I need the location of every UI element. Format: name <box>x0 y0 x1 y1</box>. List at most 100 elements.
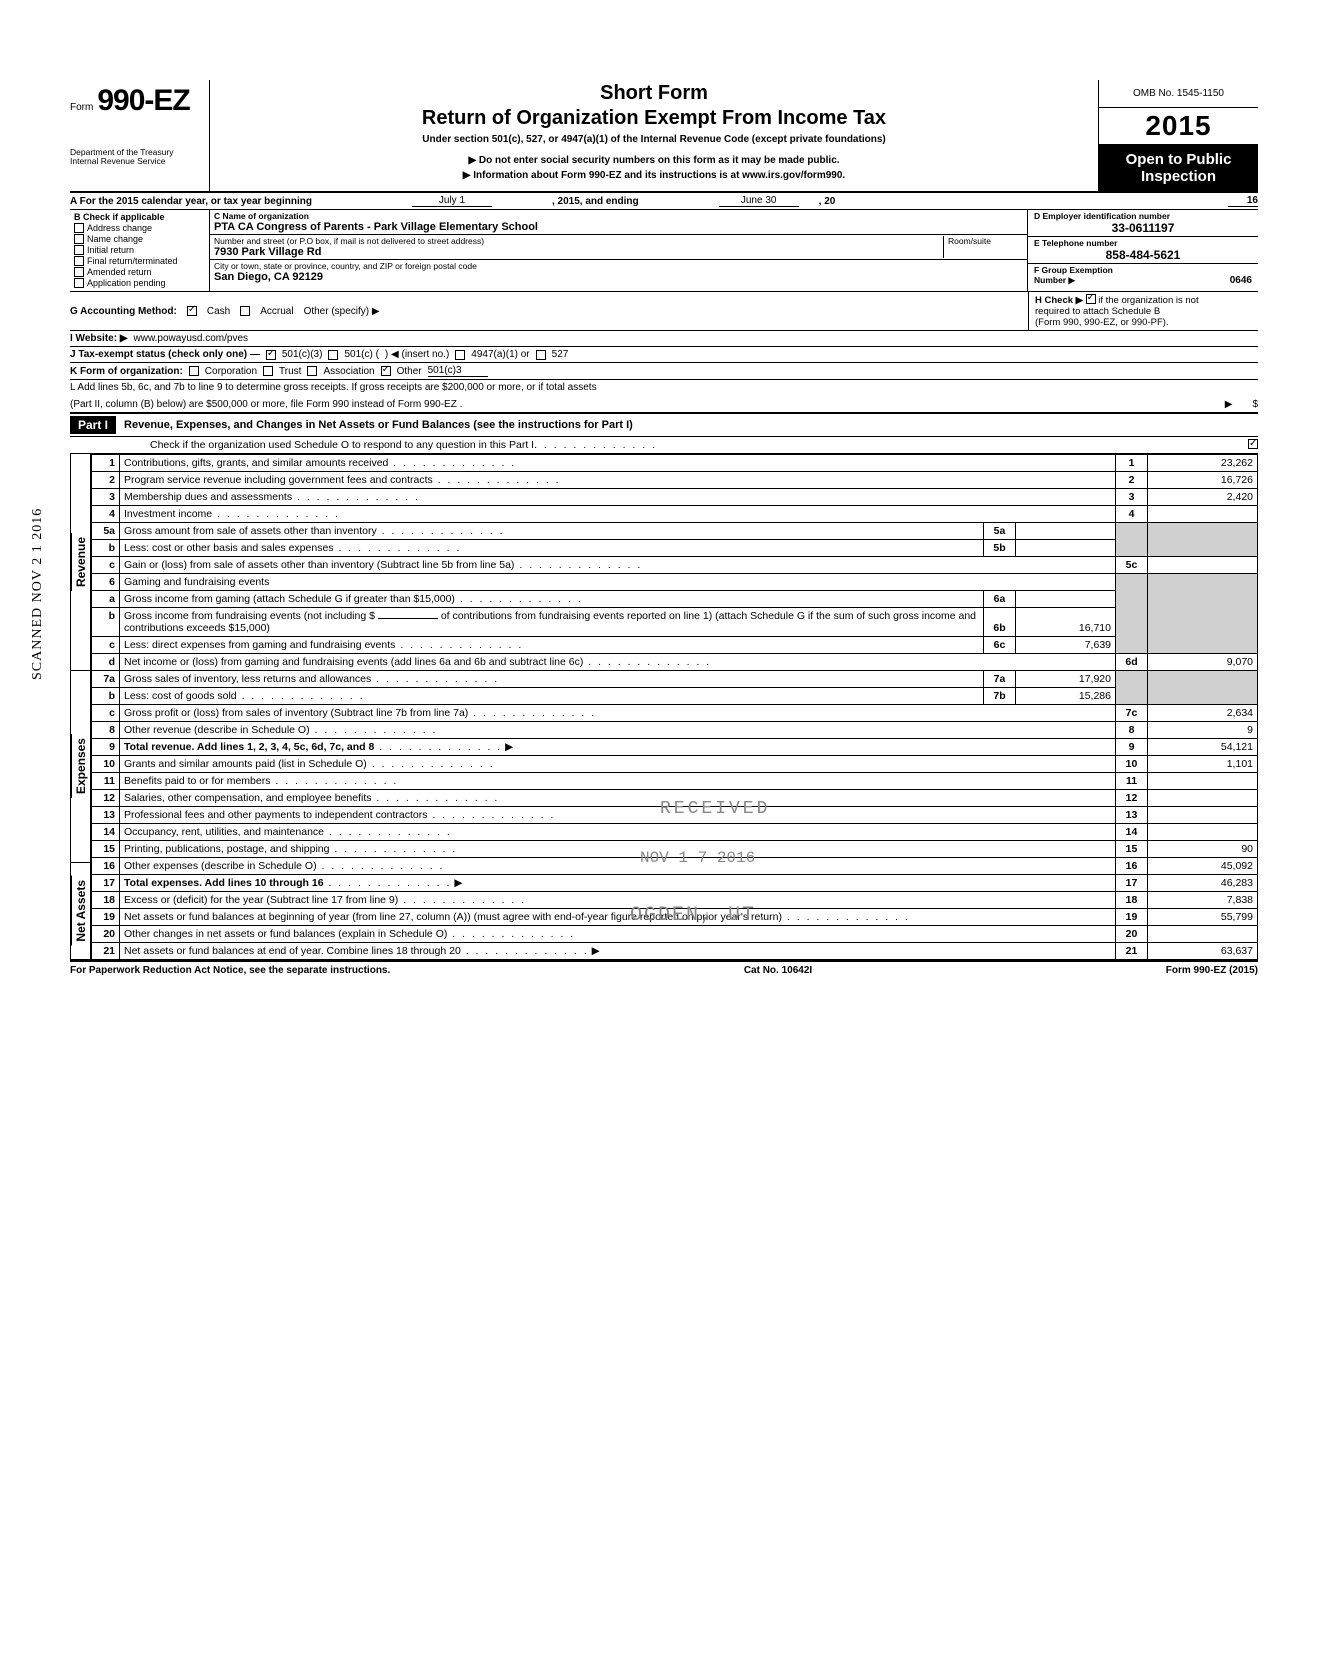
l15-desc: Printing, publications, postage, and shi… <box>124 843 329 855</box>
org-address: 7930 Park Village Rd <box>214 246 943 258</box>
lbl-app-pending: Application pending <box>87 278 166 288</box>
line-h-3: required to attach Schedule B <box>1035 306 1160 317</box>
table-row: 8Other revenue (describe in Schedule O)8… <box>92 722 1258 739</box>
table-row: 3Membership dues and assessments32,420 <box>92 489 1258 506</box>
l6c-desc: Less: direct expenses from gaming and fu… <box>124 639 395 651</box>
lbl-trust: Trust <box>279 366 301 377</box>
l9-amt: 54,121 <box>1148 739 1258 756</box>
l2-desc: Program service revenue including govern… <box>124 474 433 486</box>
line-h-1: H Check ▶ <box>1035 295 1083 306</box>
chk-501c[interactable] <box>328 350 338 360</box>
chk-4947[interactable] <box>455 350 465 360</box>
chk-initial-return[interactable] <box>74 245 84 255</box>
chk-501c3[interactable] <box>266 350 276 360</box>
note-info: ▶ Information about Form 990-EZ and its … <box>218 170 1090 181</box>
l1-desc: Contributions, gifts, grants, and simila… <box>124 457 388 469</box>
note-ssn: ▶ Do not enter social security numbers o… <box>218 155 1090 166</box>
chk-527[interactable] <box>536 350 546 360</box>
line-i-label: I Website: ▶ <box>70 333 128 344</box>
chk-schedule-b[interactable] <box>1086 294 1096 304</box>
chk-final-return[interactable] <box>74 256 84 266</box>
lbl-other-org: Other <box>397 366 422 377</box>
l7c-desc: Gross profit or (loss) from sales of inv… <box>124 707 468 719</box>
stamp-received: RECEIVED <box>660 799 770 819</box>
line-a: A For the 2015 calendar year, or tax yea… <box>70 193 1258 210</box>
chk-accrual[interactable] <box>240 306 250 316</box>
lbl-501c: 501(c) ( <box>344 349 378 360</box>
table-row: bGross income from fundraising events (n… <box>92 608 1258 637</box>
l11-desc: Benefits paid to or for members <box>124 775 270 787</box>
footer: For Paperwork Reduction Act Notice, see … <box>70 960 1258 976</box>
part1-table: RECEIVED NOV 1 7 2016 OGDEN, UT. Revenue… <box>70 454 1258 960</box>
table-row: 14Occupancy, rent, utilities, and mainte… <box>92 824 1258 841</box>
line-a-prefix: A For the 2015 calendar year, or tax yea… <box>70 196 312 207</box>
line-l-arrow: ▶ <box>1225 399 1233 410</box>
part1-title: Revenue, Expenses, and Changes in Net As… <box>124 419 633 431</box>
subtitle: Under section 501(c), 527, or 4947(a)(1)… <box>218 134 1090 145</box>
chk-trust[interactable] <box>263 366 273 376</box>
org-name: PTA CA Congress of Parents - Park Villag… <box>214 221 1023 233</box>
title-return: Return of Organization Exempt From Incom… <box>218 107 1090 130</box>
table-row: 17Total expenses. Add lines 10 through 1… <box>92 875 1258 892</box>
table-row: bLess: cost of goods sold7b15,286 <box>92 688 1258 705</box>
table-row: 7aGross sales of inventory, less returns… <box>92 671 1258 688</box>
dept-line2: Internal Revenue Service <box>70 157 203 166</box>
chk-corp[interactable] <box>189 366 199 376</box>
section-b-label: B Check if applicable <box>74 212 205 222</box>
table-row: 20Other changes in net assets or fund ba… <box>92 926 1258 943</box>
vlabel-revenue: Revenue <box>71 533 90 591</box>
line-l-dollar: $ <box>1252 399 1258 410</box>
table-row: 5aGross amount from sale of assets other… <box>92 523 1258 540</box>
l7a-desc: Gross sales of inventory, less returns a… <box>124 673 371 685</box>
l6d-amt: 9,070 <box>1148 654 1258 671</box>
l5c-desc: Gain or (loss) from sale of assets other… <box>124 559 514 571</box>
l5a-desc: Gross amount from sale of assets other t… <box>124 525 377 537</box>
grp-value: 0646 <box>1230 275 1252 286</box>
part1-label: Part I <box>70 416 116 434</box>
l17-desc: Total expenses. Add lines 10 through 16 <box>124 877 324 889</box>
l16-amt: 45,092 <box>1148 858 1258 875</box>
l20-desc: Other changes in net assets or fund bala… <box>124 928 447 940</box>
chk-other-org[interactable] <box>381 366 391 376</box>
l15-amt: 90 <box>1148 841 1258 858</box>
l8-amt: 9 <box>1148 722 1258 739</box>
lbl-accrual: Accrual <box>260 306 293 317</box>
name-label: C Name of organization <box>214 211 1023 221</box>
lbl-final-return: Final return/terminated <box>87 256 178 266</box>
chk-name-change[interactable] <box>74 234 84 244</box>
line-l-2: (Part II, column (B) below) are $500,000… <box>70 399 462 410</box>
open-public-1: Open to Public <box>1101 151 1256 168</box>
table-row: dNet income or (loss) from gaming and fu… <box>92 654 1258 671</box>
addr-label: Number and street (or P.O box, if mail i… <box>214 236 943 246</box>
chk-cash[interactable] <box>187 306 197 316</box>
chk-schedule-o[interactable] <box>1248 439 1258 449</box>
lbl-501c3: 501(c)(3) <box>282 349 323 360</box>
form-word: Form <box>70 102 93 113</box>
footer-mid: Cat No. 10642I <box>744 965 812 976</box>
form-number: 990-EZ <box>97 84 189 118</box>
title-short-form: Short Form <box>218 82 1090 105</box>
l7b-amt: 15,286 <box>1016 688 1116 705</box>
tax-year: 2015 <box>1145 110 1211 141</box>
vlabel-netassets: Net Assets <box>71 876 90 946</box>
grp-label2: Number ▶ <box>1034 275 1075 286</box>
lbl-other-method: Other (specify) ▶ <box>304 306 380 317</box>
line-a-begin: July 1 <box>412 195 492 207</box>
lbl-4947: 4947(a)(1) or <box>471 349 529 360</box>
l21-amt: 63,637 <box>1148 943 1258 960</box>
table-row: cGain or (loss) from sale of assets othe… <box>92 557 1258 574</box>
ein-value: 33-0611197 <box>1034 221 1252 235</box>
footer-left: For Paperwork Reduction Act Notice, see … <box>70 965 390 976</box>
chk-app-pending[interactable] <box>74 278 84 288</box>
dots <box>534 439 1248 451</box>
chk-address-change[interactable] <box>74 223 84 233</box>
l14-desc: Occupancy, rent, utilities, and maintena… <box>124 826 324 838</box>
lbl-corp: Corporation <box>205 366 257 377</box>
l19-amt: 55,799 <box>1148 909 1258 926</box>
table-row: 4Investment income4 <box>92 506 1258 523</box>
lbl-name-change: Name change <box>87 234 143 244</box>
chk-amended[interactable] <box>74 267 84 277</box>
l10-amt: 1,101 <box>1148 756 1258 773</box>
chk-assoc[interactable] <box>307 366 317 376</box>
footer-right: Form 990-EZ (2015) <box>1166 965 1258 976</box>
